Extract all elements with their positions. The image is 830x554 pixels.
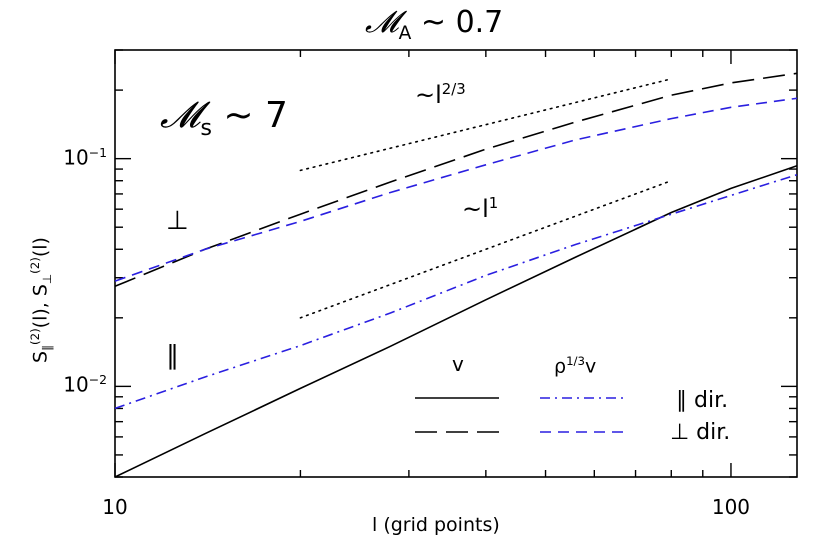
legend-row-par: ∥ dir. bbox=[676, 388, 729, 413]
y-axis-label: S∥(2)(l), S⊥(2)(l) bbox=[28, 237, 55, 363]
ylabel-s1: S bbox=[29, 350, 52, 363]
ylabel-s2: S bbox=[29, 284, 52, 297]
ylabel-sub1: ∥ bbox=[40, 345, 55, 351]
ylabel-sub2: ⊥ bbox=[40, 273, 55, 285]
slope-2-3-exp: 2/3 bbox=[441, 80, 466, 98]
slope-1-base: ~l bbox=[462, 195, 489, 223]
chart-title: 𝓜A ~ 0.7 bbox=[365, 8, 503, 44]
series-line-v-perp bbox=[114, 72, 798, 288]
slope-2-3-label: ~l2/3 bbox=[415, 82, 466, 107]
reference-line-slope-2-3 bbox=[299, 78, 673, 172]
ylabel-sup1: (2) bbox=[28, 328, 43, 346]
slope-1-exp: 1 bbox=[488, 194, 499, 212]
title-value: ~ 0.7 bbox=[420, 5, 504, 40]
y-tick-exp: −1 bbox=[88, 144, 107, 160]
mach-s-value: ~ 7 bbox=[223, 95, 288, 136]
ylabel-arg2: (l) bbox=[29, 237, 52, 258]
legend-col-rho-v: ρ1/3v bbox=[554, 354, 597, 378]
legend-rho-tail: v bbox=[585, 355, 597, 378]
plot-frame bbox=[114, 49, 798, 478]
y-tick-label: 10−1 bbox=[63, 144, 107, 170]
perp-marker: ⊥ bbox=[166, 206, 189, 236]
slope-2-3-base: ~l bbox=[415, 81, 442, 109]
legend-col-v: v bbox=[452, 352, 464, 376]
legend-rho: ρ bbox=[554, 355, 567, 378]
y-tick-base: 10 bbox=[63, 373, 89, 398]
legend-row-perp: ⊥ dir. bbox=[670, 420, 731, 445]
slope-1-label: ~l1 bbox=[462, 196, 498, 221]
series-line-rho-v-par bbox=[114, 173, 798, 410]
mach-s-annotation: 𝓜s ~ 7 bbox=[160, 98, 288, 140]
y-tick-label: 10−2 bbox=[63, 374, 107, 395]
mach-s-subscript: s bbox=[200, 115, 212, 142]
y-tick-base: 10 bbox=[63, 145, 89, 170]
series-line-v-par bbox=[114, 165, 798, 478]
legend-rho-exp: 1/3 bbox=[566, 354, 585, 368]
mach-s-symbol: 𝓜 bbox=[160, 95, 201, 136]
ylabel-sup2: (2) bbox=[28, 257, 43, 274]
title-symbol: 𝓜 bbox=[365, 5, 399, 40]
series-line-rho-v-perp bbox=[114, 97, 798, 282]
x-tick-label: 10 bbox=[102, 495, 128, 519]
ylabel-arg1: (l), bbox=[29, 302, 52, 329]
x-tick-label: 100 bbox=[711, 495, 751, 519]
reference-line-slope-1 bbox=[299, 179, 673, 319]
y-tick-exp: −2 bbox=[88, 372, 107, 388]
x-axis-label: l (grid points) bbox=[372, 514, 500, 536]
title-subscript: A bbox=[398, 23, 412, 44]
par-marker: ∥ bbox=[166, 341, 179, 371]
